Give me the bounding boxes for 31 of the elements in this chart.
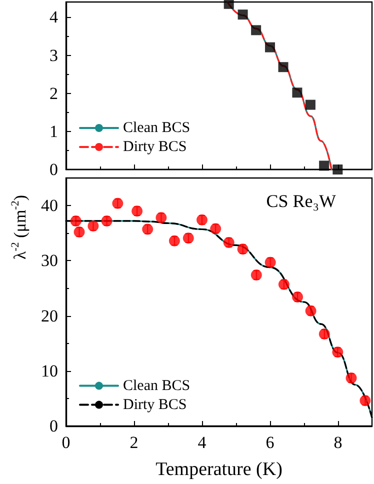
x-tick-label: 2	[130, 433, 138, 452]
legend-label: Dirty BCS	[123, 139, 187, 155]
legend-label: Dirty BCS	[123, 396, 187, 413]
point	[278, 62, 288, 72]
point	[292, 88, 302, 98]
point	[305, 100, 316, 110]
y-tick-label: 2	[50, 84, 58, 103]
y-tick-label: 20	[41, 306, 58, 326]
y-tick-label: 10	[41, 361, 58, 380]
y-tick-label: 40	[41, 196, 58, 216]
point	[251, 25, 262, 36]
x-tick-label: 8	[334, 433, 342, 452]
x-tick-label: 0	[62, 433, 70, 452]
annotation: CS Re₃W	[266, 191, 336, 211]
point	[265, 42, 275, 52]
x-axis-title: Temperature (K)	[156, 459, 282, 480]
point	[224, 0, 234, 9]
y-axis-title: λ-2 (μm-2)	[10, 194, 30, 260]
point	[238, 10, 248, 20]
y-tick-label: 4	[50, 8, 58, 27]
y-tick-label: 0	[50, 160, 58, 179]
legend-label: Clean BCS	[123, 378, 190, 394]
y-tick-label: 3	[50, 46, 58, 65]
x-tick-label: 4	[198, 433, 207, 452]
y-tick-label: 30	[41, 251, 58, 270]
point	[332, 164, 343, 174]
x-tick-label: 6	[266, 433, 274, 452]
legend-label: Clean BCS	[123, 120, 190, 136]
y-tick-label: 0	[50, 416, 58, 436]
point	[319, 160, 330, 171]
y-tick-label: 1	[50, 122, 58, 141]
